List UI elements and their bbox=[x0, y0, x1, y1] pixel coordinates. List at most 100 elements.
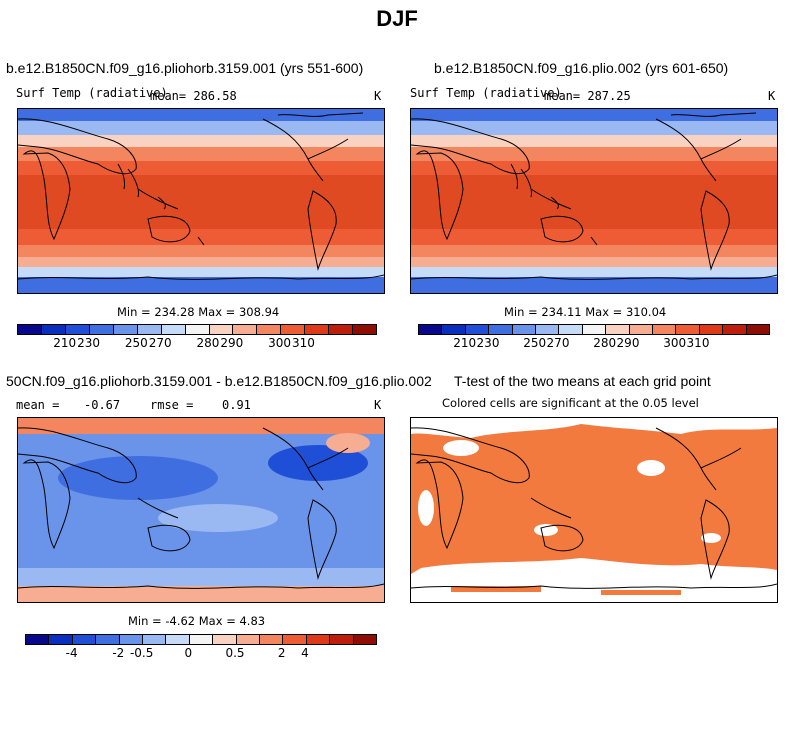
colorbar-swatch bbox=[559, 325, 583, 334]
colorbar-tick-label: 0 bbox=[184, 646, 193, 660]
colorbar-swatch bbox=[185, 325, 210, 334]
panel2-band bbox=[411, 121, 777, 135]
panel4-subheader: Colored cells are significant at the 0.0… bbox=[442, 396, 699, 410]
coast-eurasia-west bbox=[411, 118, 530, 175]
colorbar-tick-label: 310 bbox=[291, 336, 315, 350]
colorbar-swatch bbox=[283, 635, 307, 644]
panel3-patch bbox=[326, 433, 370, 453]
colorbar-swatch bbox=[72, 635, 97, 644]
coast-south-america bbox=[700, 499, 730, 580]
colorbar-swatch bbox=[65, 325, 90, 334]
colorbar-swatch bbox=[746, 325, 770, 334]
coast-new-zealand bbox=[590, 236, 598, 246]
panel1-minmax: Min = 234.28 Max = 308.94 bbox=[117, 305, 280, 319]
panel1-mean: mean= 286.58 bbox=[150, 89, 237, 103]
panel3-map bbox=[17, 417, 385, 603]
colorbar-tick-label: 0.5 bbox=[225, 646, 245, 660]
panel4-white-cell bbox=[701, 533, 721, 543]
colorbar-tick-label: 210 bbox=[453, 336, 477, 350]
colorbar-swatch bbox=[699, 325, 724, 334]
panel1-band bbox=[18, 229, 384, 245]
colorbar-swatch bbox=[353, 635, 377, 644]
panel2-coastlines bbox=[411, 112, 777, 280]
colorbar-tick-label: 270 bbox=[546, 336, 570, 350]
colorbar-swatch bbox=[113, 325, 138, 334]
coast-indonesia bbox=[137, 188, 179, 210]
panel3-arctic-warm bbox=[18, 418, 384, 434]
panel2-colorbar-ticks: 210 230 250 270 280 290 300 310 bbox=[418, 336, 768, 352]
panel1-band bbox=[18, 135, 384, 147]
figure-title: DJF bbox=[376, 6, 418, 31]
panel2-band bbox=[411, 109, 777, 121]
coast-africa bbox=[22, 459, 71, 550]
colorbar-swatch bbox=[18, 325, 42, 334]
coast-north-america bbox=[655, 427, 742, 491]
panel1-map bbox=[17, 108, 385, 294]
colorbar-swatch bbox=[281, 325, 306, 334]
colorbar-swatch bbox=[137, 325, 162, 334]
panel2-band bbox=[411, 267, 777, 277]
coast-australia bbox=[147, 215, 191, 243]
colorbar-tick-label: 270 bbox=[148, 336, 172, 350]
colorbar-swatch bbox=[330, 635, 354, 644]
colorbar-swatch bbox=[119, 635, 144, 644]
colorbar-tick-label: 210 bbox=[53, 336, 77, 350]
panel3-rmse-label: rmse = bbox=[150, 398, 194, 412]
coast-asia-south bbox=[117, 163, 139, 198]
coast-arctic bbox=[670, 112, 757, 117]
colorbar-swatch bbox=[306, 635, 331, 644]
colorbar-swatch bbox=[489, 325, 513, 334]
colorbar-tick-label: -0.5 bbox=[129, 646, 154, 660]
panel3-colorbar-ticks: -4 -2 -0.5 0 0.5 2 4 bbox=[25, 646, 375, 662]
colorbar-swatch bbox=[305, 325, 330, 334]
coast-arctic bbox=[277, 112, 364, 117]
panel4-white-cell bbox=[411, 418, 777, 438]
coast-north-america bbox=[655, 118, 742, 182]
colorbar-swatch bbox=[442, 325, 466, 334]
panel4-header: T-test of the two means at each grid poi… bbox=[454, 373, 711, 389]
panel1-band bbox=[18, 267, 384, 277]
colorbar-swatch bbox=[166, 635, 190, 644]
panel4-significant-strip bbox=[451, 586, 541, 592]
panel2-map bbox=[410, 108, 778, 294]
colorbar-tick-label: 290 bbox=[616, 336, 640, 350]
coast-eurasia-west bbox=[18, 427, 137, 484]
colorbar-swatch bbox=[419, 325, 443, 334]
colorbar-tick-label: 280 bbox=[196, 336, 220, 350]
panel2-units: K bbox=[768, 89, 776, 103]
coast-africa bbox=[415, 459, 464, 550]
panel2-band bbox=[411, 277, 777, 293]
panel1-band bbox=[18, 245, 384, 257]
coast-antarctica bbox=[411, 583, 777, 589]
panel3-minmax: Min = -4.62 Max = 4.83 bbox=[128, 614, 266, 628]
coast-eurasia-west bbox=[411, 427, 530, 484]
panel1-coastlines bbox=[18, 112, 384, 280]
coast-africa bbox=[415, 150, 464, 241]
panel2-band bbox=[411, 257, 777, 267]
colorbar-swatch bbox=[143, 635, 167, 644]
panel4-significant-strip bbox=[601, 590, 681, 595]
colorbar-swatch bbox=[189, 635, 214, 644]
panel3-patch bbox=[58, 456, 218, 500]
panel1-band bbox=[18, 161, 384, 175]
panel3-colorbar bbox=[25, 634, 377, 645]
coast-australia bbox=[147, 524, 191, 552]
panel3-mean-label: mean = bbox=[16, 398, 60, 412]
coast-indonesia bbox=[530, 188, 572, 210]
panel4-map-svg bbox=[411, 418, 777, 602]
panel3-rmse-value: 0.91 bbox=[222, 398, 251, 412]
colorbar-tick-label: 280 bbox=[593, 336, 617, 350]
colorbar-swatch bbox=[536, 325, 560, 334]
colorbar-tick-label: 300 bbox=[663, 336, 687, 350]
panel4-white-cell bbox=[534, 524, 558, 536]
panel2-band bbox=[411, 135, 777, 147]
panel2-band bbox=[411, 147, 777, 161]
panel2-minmax: Min = 234.11 Max = 310.04 bbox=[504, 305, 667, 319]
colorbar-tick-label: 300 bbox=[268, 336, 291, 350]
coast-eurasia-west bbox=[18, 118, 137, 175]
panel1-variable: Surf Temp (radiative) bbox=[16, 86, 168, 100]
panel1-colorbar bbox=[17, 324, 377, 335]
colorbar-swatch bbox=[353, 325, 377, 334]
coast-antarctica bbox=[411, 274, 777, 280]
panel3-header: 50CN.f09_g16.pliohorb.3159.001 - b.e12.B… bbox=[6, 373, 432, 389]
